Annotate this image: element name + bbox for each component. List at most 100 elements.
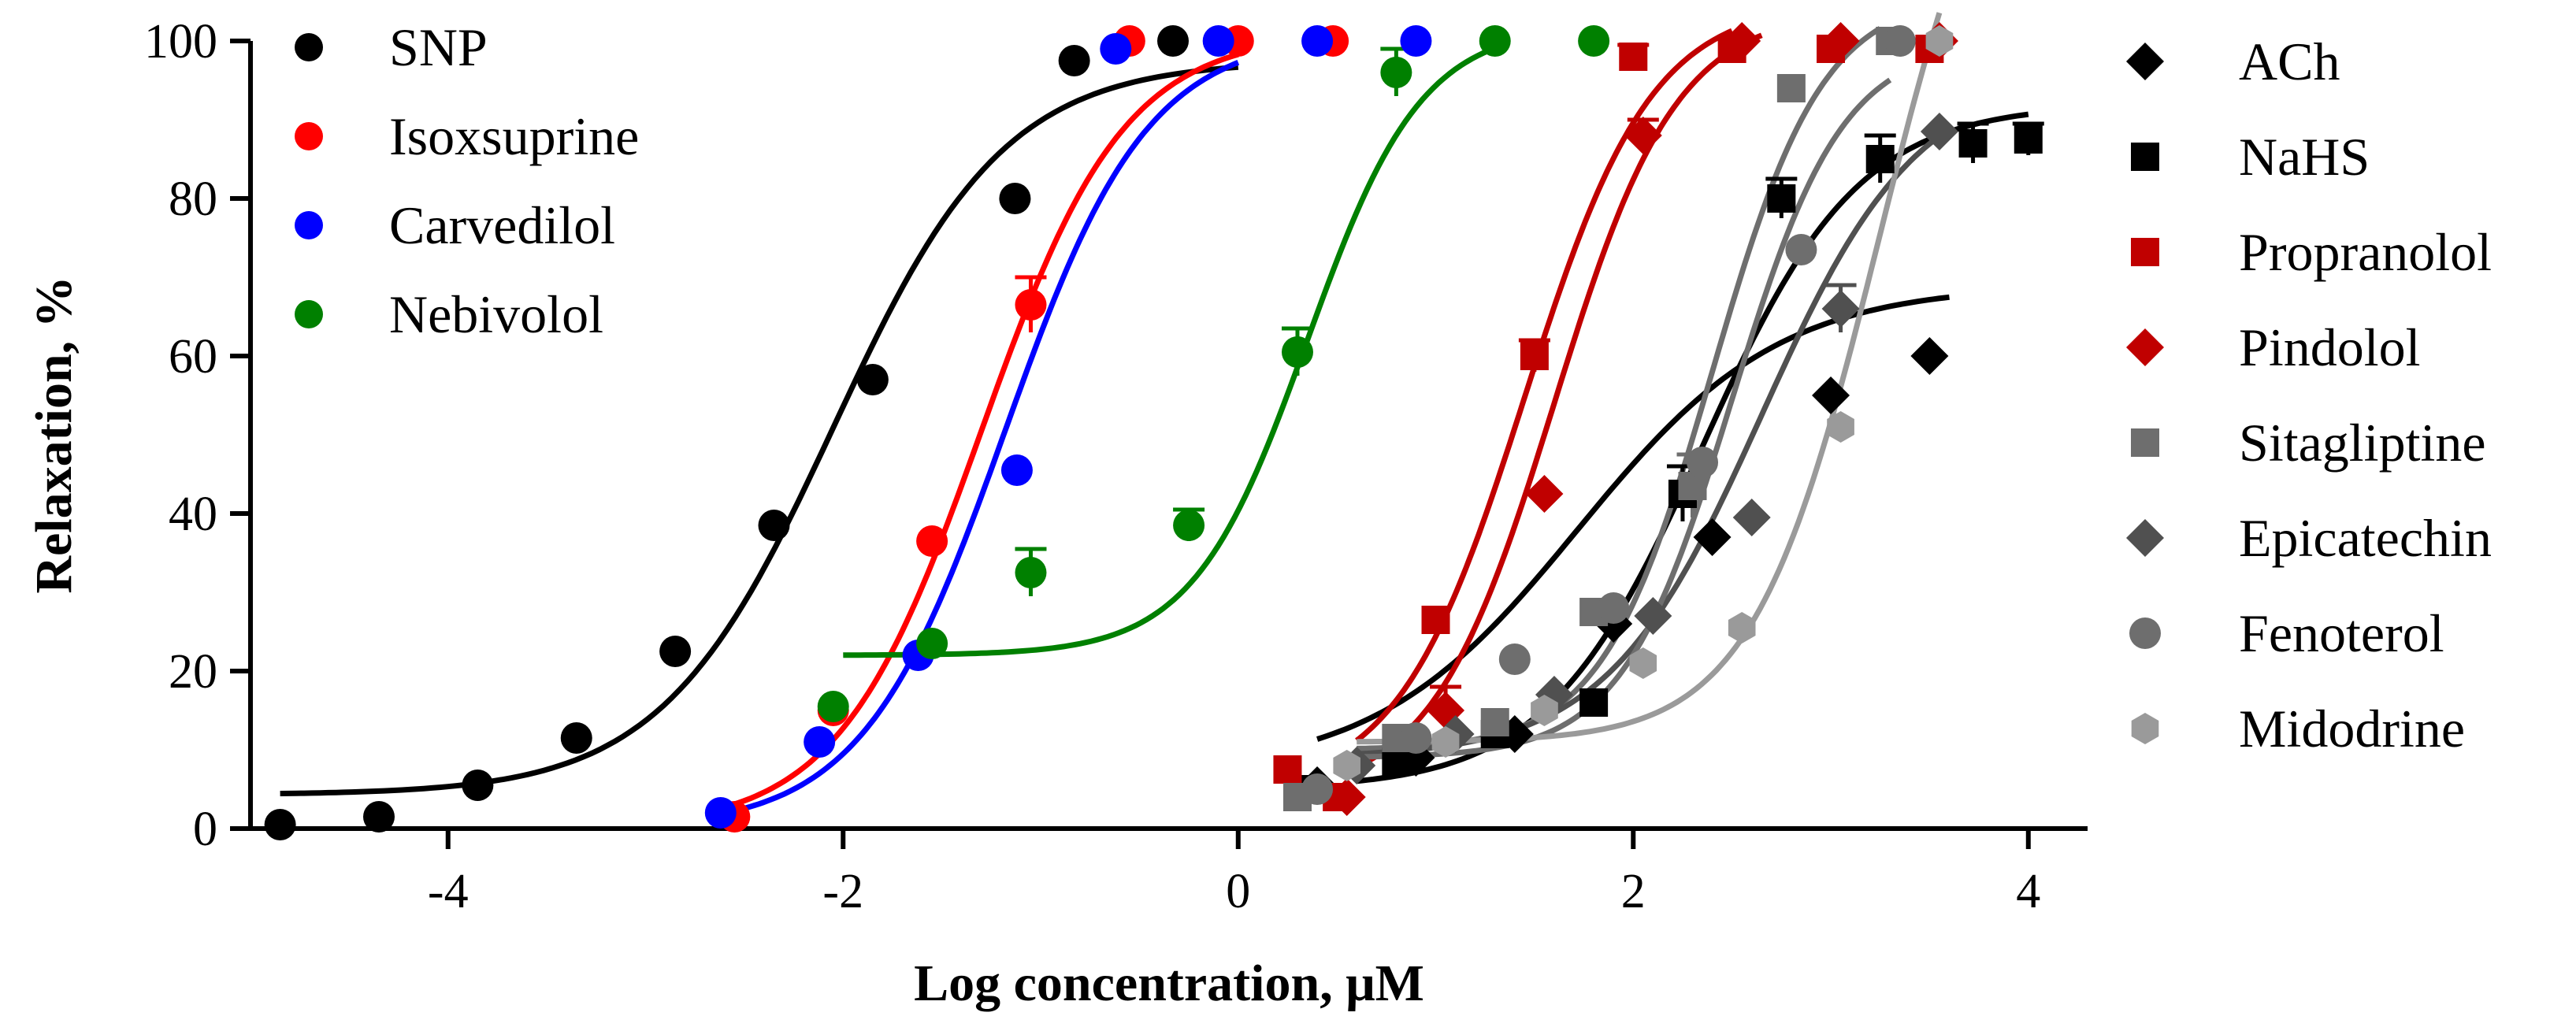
pindolol-point [1327,778,1366,816]
midodrine-point [1925,25,1954,57]
nebivolol-point [1173,510,1205,541]
legend-right: ACh NaHS Propranolol Pindolol Sitagliptine Ep… [2126,32,2492,758]
isoxsuprine-point [1015,289,1047,321]
carvedilol-point [1400,25,1432,57]
midodrine-point [1333,750,1360,781]
legend-pindolol-label: Pindolol [2239,317,2421,377]
legend-ach-label: ACh [2239,32,2340,91]
legend-sitagliptine-marker [2131,428,2159,457]
legend-epicatechin-label: Epicatechin [2239,508,2492,568]
y-tick-label: 100 [144,15,217,69]
carvedilol-point [1301,25,1334,57]
snp-point [1157,25,1190,57]
propranolol-point [1273,755,1302,784]
legend-isoxsuprine-marker [295,122,323,150]
fenoterol-point [1785,234,1817,265]
ach-point [1693,518,1732,556]
propranolol-point [1619,43,1648,71]
legend-sitagliptine-label: Sitagliptine [2239,413,2486,473]
ach-point [1910,337,1949,375]
snp-point [999,183,1031,214]
data-points [264,22,2043,840]
epicatechin-point [1732,499,1771,536]
carvedilol-point [1202,25,1234,57]
fenoterol-point [1498,643,1531,675]
nahs-point [1767,184,1796,213]
legend-propranolol-marker [2131,238,2159,266]
nahs-point [1579,688,1609,717]
legend-ach-marker [2126,43,2164,80]
epicatechin-point [1920,113,1958,150]
legend-midodrine-label: Midodrine [2239,699,2465,758]
x-tick-label: -2 [822,865,863,918]
legend-isoxsuprine-label: Isoxsuprine [389,106,639,166]
nebivolol-point [1479,25,1511,57]
ach-point [1812,376,1850,414]
x-axis-title: Log concentration, μM [914,955,1424,1012]
legend-snp-marker [295,33,323,61]
y-tick-label: 20 [169,645,217,699]
fenoterol-point [1598,592,1630,624]
fenoterol-point [1687,447,1719,478]
legend-pindolol-marker [2126,328,2164,366]
carvedilol-point [804,726,836,758]
pindolol-point [1525,475,1564,513]
sitagliptine-point [1776,74,1806,102]
carvedilol-point [1000,454,1033,486]
ticks: 0 20 40 60 80 100 -4 -2 0 2 4 [144,15,2040,918]
pindolol-fit-curve [1355,32,1763,770]
carvedilol-point [704,797,737,829]
nahs-point [1865,145,1895,173]
snp-point [1058,45,1090,76]
legend-nahs-label: NaHS [2239,127,2370,187]
legend-nebivolol-label: Nebivolol [389,284,603,344]
epicatechin-point [1634,597,1672,635]
nahs-point [1958,129,1988,158]
x-tick-label: 2 [1621,865,1646,918]
carvedilol-fit-curve [724,60,1240,816]
pindolol-point [1723,22,1761,60]
nahs-point [2014,125,2043,154]
isoxsuprine-point [916,525,948,557]
propranolol-fit-curve [1355,28,1734,743]
snp-point [362,801,395,833]
midodrine-point [1728,612,1756,643]
x-tick-label: 0 [1226,865,1250,918]
nebivolol-point [1281,336,1313,368]
fenoterol-point [1400,722,1432,754]
axes [248,41,2088,831]
snp-point [560,722,592,754]
epicatechin-point [1821,290,1860,328]
y-tick-label: 0 [193,803,217,856]
fenoterol-point [1884,25,1916,57]
y-tick-label: 80 [169,172,217,226]
nebivolol-fit-curve [843,42,1506,658]
snp-fit-curve [280,64,1239,796]
legend-fenoterol-marker [2129,617,2161,649]
legend-midodrine-marker [2131,713,2159,744]
legend-carvedilol-marker [295,211,323,239]
midodrine-point [1629,647,1657,679]
snp-point [264,809,296,840]
nebivolol-point [916,628,948,659]
y-axis-title: Relaxation, % [25,276,83,593]
carvedilol-point [1100,33,1132,65]
nebivolol-point [1578,25,1610,57]
sitagliptine-point [1480,708,1509,736]
nebivolol-point [1015,557,1047,588]
nebivolol-point [1380,57,1412,88]
snp-point [462,770,494,801]
y-tick-label: 60 [169,330,217,384]
propranolol-point [1520,342,1549,370]
legend-fenoterol-label: Fenoterol [2239,603,2444,663]
fenoterol-point [1301,773,1334,805]
propranolol-point [1421,606,1450,634]
snp-point [856,364,889,395]
pindolol-point [1624,117,1662,154]
legend-nahs-marker [2131,143,2159,171]
legend-left: SNP Isoxsuprine Carvedilol Nebivolol [295,17,639,344]
y-tick-label: 40 [169,488,217,541]
x-tick-label: 4 [2016,865,2040,918]
midodrine-point [1431,726,1460,758]
